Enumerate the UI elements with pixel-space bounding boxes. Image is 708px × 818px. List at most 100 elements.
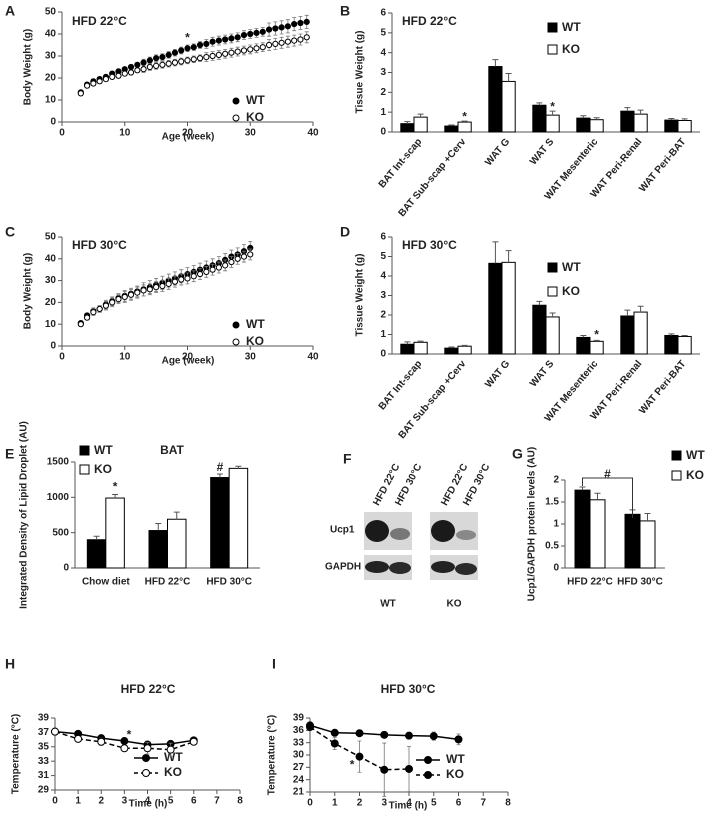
chart-title: HFD 30°C [381,682,436,696]
point [228,258,235,266]
point [178,276,185,283]
point [278,24,285,31]
bar [576,336,591,355]
point [265,26,273,33]
point [90,309,97,316]
point [284,23,291,30]
group-label: KO [447,599,462,610]
x-tick-label: 4 [145,796,151,807]
y-tick-label: 50 [45,232,57,243]
panel-letter: A [5,3,15,19]
band [455,563,477,575]
point [253,29,260,37]
legend-swatch [671,450,682,461]
bar [677,119,692,133]
panel-letter: G [512,446,523,462]
point [291,37,298,44]
point [234,255,241,262]
bar [620,315,635,355]
panel-letter: I [272,656,276,672]
point [190,56,197,63]
y-tick-label: 2 [553,475,559,486]
bar [105,497,125,569]
chart-title: HFD 22°C [72,14,127,28]
annotation: * [550,99,555,113]
legend-label: WT [446,752,465,766]
error-bar [505,72,512,82]
x-tick-label: HFD 22°C [145,577,191,588]
x-tick-label: 6 [191,796,197,807]
y-tick-label: 40 [45,29,57,40]
panel-letter: B [340,3,350,19]
band [390,528,410,540]
point [234,48,241,55]
y-tick-label: 0 [50,117,56,128]
bar [501,261,516,355]
point [240,47,248,54]
point [330,728,339,737]
error-bar [536,102,543,106]
point [115,296,122,303]
legend-label: KO [164,765,182,779]
error-bar [580,334,587,338]
y-tick-label: 40 [45,253,57,264]
bar [532,104,547,133]
y-tick-label: 0.5 [545,541,559,552]
point [109,299,116,306]
panel-letter: H [5,656,15,672]
error-bar [580,115,587,119]
point [165,280,172,287]
chart-title: HFD 22°C [402,14,457,28]
legend-label: KO [246,334,264,348]
x-tick-label: WAT S [528,358,557,389]
point [215,37,222,44]
point [184,45,191,52]
y-tick-label: 4 [380,47,386,58]
y-tick-label: 33 [293,737,305,748]
x-tick-label: 1 [75,796,81,807]
legend-swatch [79,464,90,475]
point [247,251,254,258]
point [96,78,103,85]
y-tick-label: 500 [52,527,69,538]
error-bar [637,305,644,313]
legend-marker [142,769,150,777]
point [120,744,129,753]
row-label: GAPDH [325,562,361,573]
point [203,54,210,61]
point [146,63,153,71]
point [228,49,235,56]
legend-label: WT [562,20,581,34]
point [196,270,204,278]
panel: E BAT Integrated Density of Lipid Droplet … [5,421,260,609]
annotation: * [594,328,599,342]
point [247,46,254,53]
row-label: Ucp1 [330,525,355,536]
y-tick-label: 35 [38,741,50,752]
point [134,289,141,296]
band [431,520,455,542]
annotation: * [113,480,118,494]
x-tick-label: 7 [480,798,486,809]
bar [488,66,503,133]
point [153,62,160,70]
x-tick-label: 1 [332,798,338,809]
x-tick-label: 5 [168,796,174,807]
panel: D HFD 30°C Tissue Weight (g) 0 1 2 3 4 5 6 BAT Int… [340,224,700,441]
point [140,66,147,73]
bar [444,125,459,133]
panel-letter: C [5,224,15,240]
point [303,18,310,25]
point [102,76,110,83]
bar [457,121,472,133]
bar [148,530,168,569]
y-tick-label: 4 [380,271,386,282]
bar [639,520,656,569]
error-bar [492,241,499,264]
y-axis-label: Tissue Weight (g) [355,31,366,114]
point [134,61,141,68]
point [178,47,185,54]
error-bar [624,309,631,316]
y-tick-label: 0 [380,349,386,360]
error-bar [461,344,468,347]
